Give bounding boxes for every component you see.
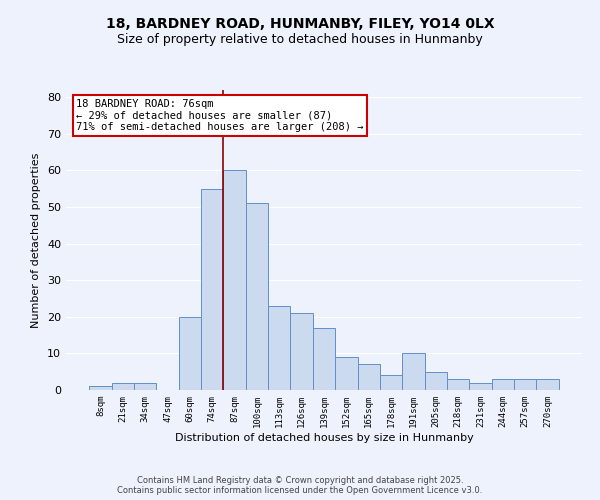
Bar: [268, 306, 290, 390]
Bar: [290, 313, 313, 390]
Bar: [402, 354, 425, 390]
Y-axis label: Number of detached properties: Number of detached properties: [31, 152, 41, 328]
Bar: [313, 328, 335, 390]
Bar: [491, 379, 514, 390]
X-axis label: Distribution of detached houses by size in Hunmanby: Distribution of detached houses by size …: [175, 432, 473, 442]
Bar: [358, 364, 380, 390]
Bar: [380, 376, 402, 390]
Bar: [447, 379, 469, 390]
Bar: [134, 382, 157, 390]
Bar: [514, 379, 536, 390]
Bar: [425, 372, 447, 390]
Bar: [201, 189, 223, 390]
Bar: [179, 317, 201, 390]
Text: 18 BARDNEY ROAD: 76sqm
← 29% of detached houses are smaller (87)
71% of semi-det: 18 BARDNEY ROAD: 76sqm ← 29% of detached…: [76, 99, 364, 132]
Bar: [89, 386, 112, 390]
Bar: [469, 382, 491, 390]
Bar: [246, 204, 268, 390]
Text: 18, BARDNEY ROAD, HUNMANBY, FILEY, YO14 0LX: 18, BARDNEY ROAD, HUNMANBY, FILEY, YO14 …: [106, 18, 494, 32]
Bar: [335, 357, 358, 390]
Bar: [223, 170, 246, 390]
Text: Size of property relative to detached houses in Hunmanby: Size of property relative to detached ho…: [117, 32, 483, 46]
Bar: [536, 379, 559, 390]
Text: Contains HM Land Registry data © Crown copyright and database right 2025.
Contai: Contains HM Land Registry data © Crown c…: [118, 476, 482, 495]
Bar: [112, 382, 134, 390]
